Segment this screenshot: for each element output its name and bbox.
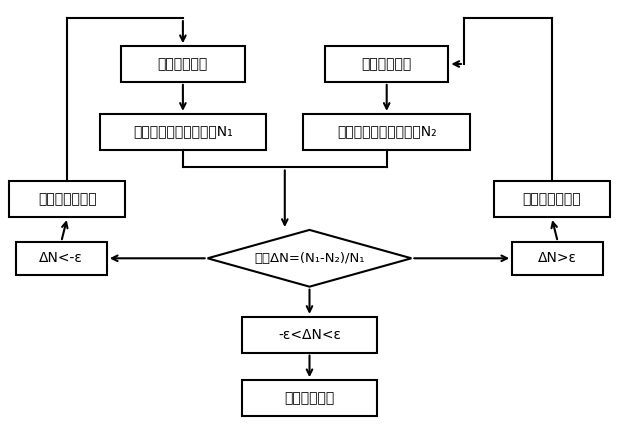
- Text: -ε<ΔN<ε: -ε<ΔN<ε: [278, 328, 341, 342]
- Text: ΔN>ε: ΔN>ε: [539, 251, 578, 265]
- Polygon shape: [207, 230, 412, 287]
- FancyBboxPatch shape: [241, 317, 378, 353]
- FancyBboxPatch shape: [9, 181, 126, 217]
- Text: 计算ΔN=(N₁-N₂)/N₁: 计算ΔN=(N₁-N₂)/N₁: [254, 252, 365, 265]
- Text: 变频器增大转速: 变频器增大转速: [522, 192, 581, 206]
- FancyBboxPatch shape: [512, 242, 604, 275]
- FancyBboxPatch shape: [15, 242, 107, 275]
- FancyBboxPatch shape: [493, 181, 610, 217]
- Text: 一级叶轮电机: 一级叶轮电机: [158, 57, 208, 71]
- FancyBboxPatch shape: [325, 46, 448, 82]
- FancyBboxPatch shape: [121, 46, 245, 82]
- Text: 结束转速调节: 结束转速调节: [284, 391, 335, 405]
- FancyBboxPatch shape: [303, 114, 470, 150]
- Text: 二级叶轮电机: 二级叶轮电机: [361, 57, 412, 71]
- FancyBboxPatch shape: [241, 380, 378, 416]
- Text: ΔN<-ε: ΔN<-ε: [39, 251, 83, 265]
- Text: 实时测一级电机功率：N₁: 实时测一级电机功率：N₁: [133, 125, 233, 139]
- FancyBboxPatch shape: [100, 114, 266, 150]
- Text: 实时测二级电机功率：N₂: 实时测二级电机功率：N₂: [337, 125, 436, 139]
- Text: 变频器减小转速: 变频器减小转速: [38, 192, 97, 206]
